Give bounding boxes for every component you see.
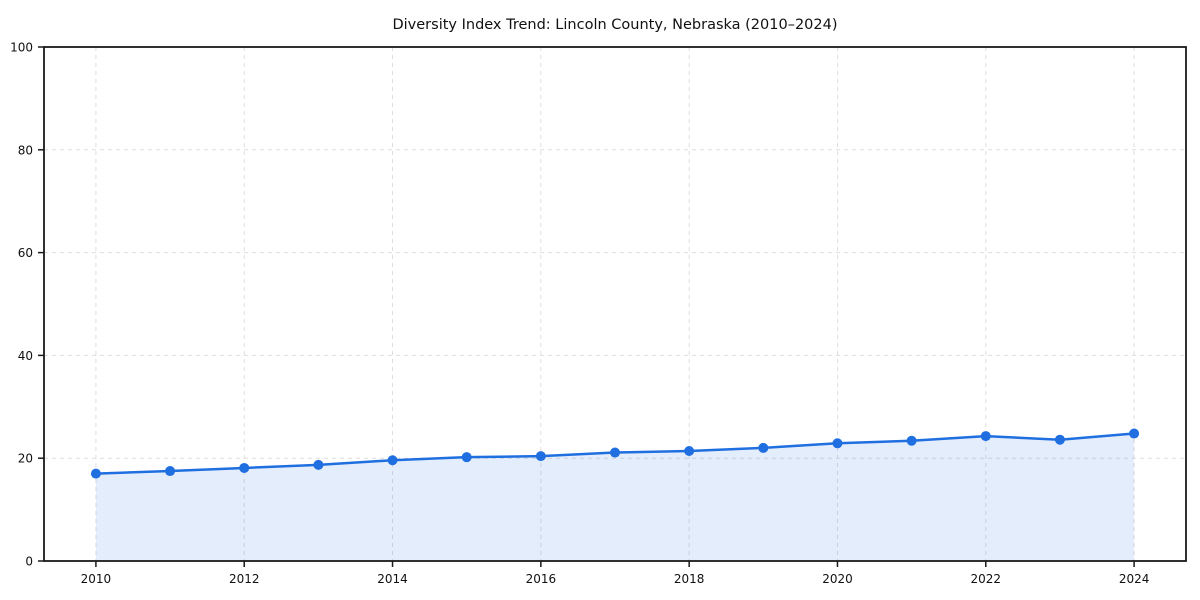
- y-tick-label: 40: [18, 349, 33, 363]
- y-tick-label: 100: [10, 41, 33, 55]
- chart-title: Diversity Index Trend: Lincoln County, N…: [392, 17, 837, 33]
- plot-border: [43, 46, 1187, 562]
- data-point: [980, 431, 991, 442]
- x-tick-label: 2010: [81, 572, 112, 586]
- data-points: [90, 428, 1140, 479]
- x-tick-label: 2022: [971, 572, 1002, 586]
- data-point: [906, 435, 917, 446]
- axis-tick-labels: 0 20 40 60 80 100 2010 2012 2014 2016 2018 2020 2022…: [10, 41, 1149, 587]
- y-tick-label: 0: [25, 555, 33, 569]
- data-point: [758, 442, 769, 453]
- x-tick-label: 2014: [377, 572, 408, 586]
- x-tick-label: 2024: [1119, 572, 1150, 586]
- x-tick-label: 2012: [229, 572, 260, 586]
- x-tick-label: 2020: [822, 572, 853, 586]
- axis-ticks: [38, 46, 1135, 567]
- y-tick-label: 60: [18, 246, 33, 260]
- data-point: [165, 466, 176, 477]
- y-tick-label: 80: [18, 143, 33, 157]
- data-point: [90, 468, 101, 479]
- data-point: [313, 459, 324, 470]
- area-fill: [95, 433, 1135, 561]
- data-point: [239, 462, 250, 473]
- data-point: [610, 447, 620, 458]
- data-point: [684, 446, 695, 457]
- axes-spine-box: [43, 46, 1187, 562]
- y-tick-label: 20: [18, 452, 33, 466]
- data-point: [461, 452, 472, 463]
- data-point: [1054, 434, 1065, 445]
- x-tick-label: 2016: [526, 572, 557, 586]
- data-point: [535, 451, 546, 462]
- gridlines: [44, 46, 1186, 561]
- data-point: [1129, 428, 1140, 439]
- data-point: [832, 438, 843, 449]
- x-tick-label: 2018: [674, 572, 705, 586]
- data-point: [387, 455, 398, 466]
- area-under-line: [95, 433, 1135, 561]
